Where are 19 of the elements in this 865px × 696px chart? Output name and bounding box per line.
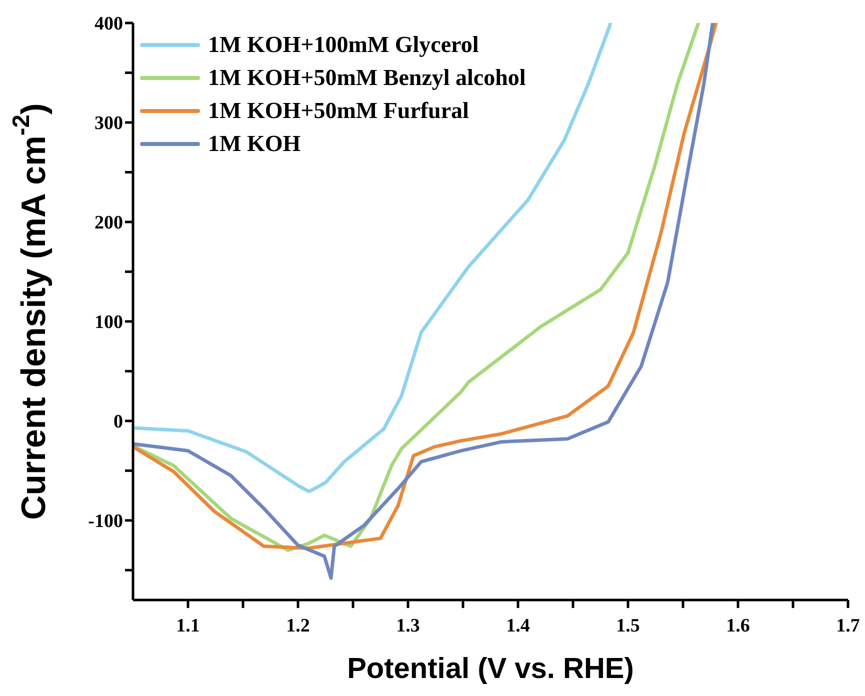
line-series (133, 23, 612, 494)
legend-label: 1M KOH+100mM Glycerol (208, 32, 479, 58)
x-tick-label: 1.1 (176, 615, 200, 636)
x-tick-label: 1.7 (836, 615, 860, 636)
x-tick-label: 1.6 (726, 615, 750, 636)
x-tick-label: 1.2 (286, 615, 310, 636)
y-tick-label: 100 (94, 312, 123, 334)
x-tick-label: 1.3 (396, 615, 420, 636)
y-tick-label: -100 (88, 511, 123, 532)
y-tick-label: 300 (94, 113, 123, 134)
y-tick-label: 0 (114, 412, 123, 433)
y-tick-label: 200 (94, 212, 123, 234)
x-tick-label: 1.5 (616, 615, 640, 636)
y-tick-label: 400 (94, 14, 123, 35)
x-axis-title: Potential (V vs. RHE) (347, 653, 634, 685)
x-tick-label: 1.4 (506, 615, 530, 636)
legend-label: 1M KOH (208, 130, 301, 156)
legend-label: 1M KOH+50mM Furfural (208, 98, 469, 124)
legend-label: 1M KOH+50mM Benzyl alcohol (208, 64, 526, 90)
